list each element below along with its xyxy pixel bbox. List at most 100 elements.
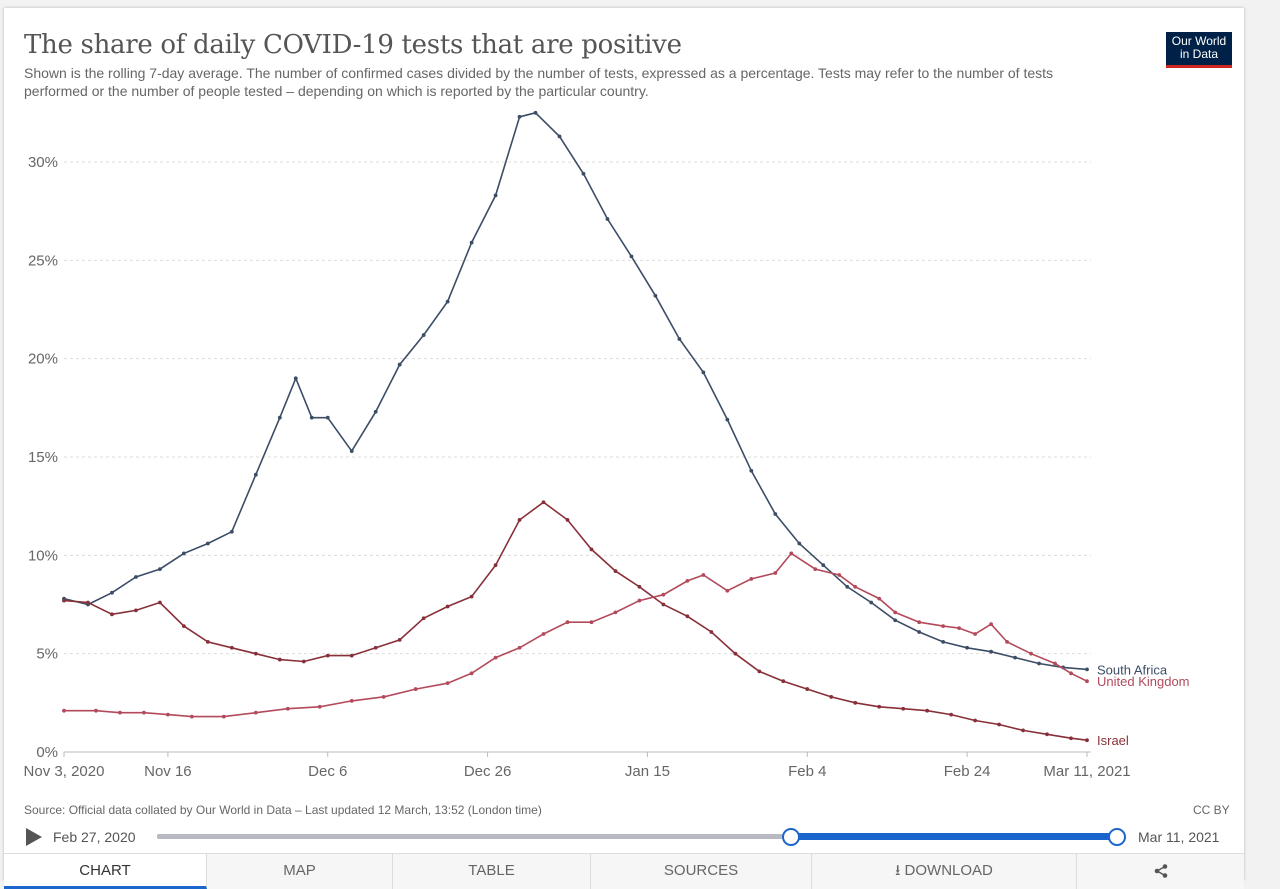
chart-subtitle: Shown is the rolling 7-day average. The …	[24, 65, 1054, 99]
data-point	[221, 714, 226, 719]
data-point	[893, 618, 898, 623]
data-point	[685, 579, 690, 583]
data-point	[110, 590, 114, 595]
data-point	[253, 651, 258, 656]
tab-table[interactable]: TABLE	[393, 854, 591, 889]
data-point	[349, 449, 354, 453]
data-point	[733, 651, 738, 656]
data-point	[917, 620, 922, 625]
data-point	[821, 563, 826, 568]
data-point	[637, 584, 642, 589]
data-point	[789, 551, 794, 556]
data-point	[517, 114, 522, 119]
data-point	[293, 376, 298, 381]
data-point	[397, 362, 402, 367]
y-tick-label: 15%	[28, 449, 58, 466]
data-point	[877, 596, 882, 601]
data-point	[853, 700, 858, 705]
data-point	[1085, 738, 1089, 743]
data-point	[317, 704, 322, 709]
timeline-track[interactable]	[157, 834, 1122, 839]
tab-bar: CHART MAP TABLE SOURCES ⭳ DOWNLOAD	[4, 853, 1244, 889]
x-tick-label: Dec 6	[308, 763, 347, 780]
timeline-end-handle[interactable]	[1108, 828, 1126, 846]
source-note: Source: Official data collated by Our Wo…	[24, 803, 542, 817]
tab-sources[interactable]: SOURCES	[591, 854, 812, 889]
tab-map[interactable]: MAP	[207, 854, 393, 889]
timeline-selected-range[interactable]	[794, 833, 1122, 840]
data-point	[110, 612, 114, 617]
data-point	[253, 472, 258, 477]
data-point	[589, 620, 594, 625]
data-point	[493, 193, 498, 198]
data-point	[845, 584, 850, 589]
data-point	[653, 293, 658, 298]
y-tick-label: 25%	[28, 252, 58, 269]
data-point	[1085, 667, 1089, 672]
data-point	[277, 657, 282, 662]
data-point	[805, 687, 810, 691]
data-point	[773, 571, 778, 575]
play-icon[interactable]	[26, 828, 42, 846]
x-tick-label: Feb 4	[788, 763, 826, 780]
tab-share[interactable]	[1077, 854, 1244, 889]
data-point	[165, 712, 170, 717]
data-point	[949, 712, 954, 717]
data-point	[301, 659, 306, 664]
x-tick-label: Jan 15	[625, 763, 670, 780]
data-point	[445, 299, 450, 304]
chart-title: The share of daily COVID-19 tests that a…	[24, 30, 682, 60]
series-line-israel	[63, 501, 1088, 741]
data-point	[309, 415, 314, 420]
line-chart: 0% 5% 10% 15% 20% 25% 30% Nov 3, 2020 Nov 16 Dec …	[24, 110, 1190, 780]
data-point	[421, 333, 426, 337]
series-line-south-africa	[63, 111, 1088, 671]
series-label: Israel	[1097, 733, 1129, 748]
timeline-start-handle[interactable]	[782, 828, 800, 846]
data-point	[94, 708, 98, 713]
data-point	[158, 567, 162, 571]
timeline-start-label: Feb 27, 2020	[53, 829, 136, 845]
data-point	[773, 512, 778, 516]
data-point	[158, 600, 162, 605]
license-link[interactable]: CC BY	[1193, 803, 1230, 817]
y-tick-label: 0%	[36, 744, 58, 761]
data-point	[829, 695, 834, 699]
data-point	[813, 567, 818, 571]
data-point	[142, 710, 146, 715]
data-point	[181, 551, 186, 556]
data-point	[709, 630, 714, 634]
data-point	[86, 600, 90, 605]
x-tick-label: Nov 16	[144, 763, 192, 780]
series-label: South Africa	[1097, 662, 1168, 677]
data-point	[421, 616, 426, 621]
data-point	[1005, 639, 1009, 644]
data-point	[541, 632, 546, 636]
y-tick-label: 30%	[28, 154, 58, 171]
data-point	[325, 653, 330, 658]
data-point	[1013, 655, 1017, 660]
data-point	[725, 417, 730, 422]
data-point	[757, 669, 762, 674]
data-point	[118, 710, 122, 715]
data-point	[205, 639, 210, 644]
owid-logo[interactable]: Our World in Data	[1166, 32, 1232, 68]
data-point	[469, 671, 474, 676]
y-tick-label: 20%	[28, 351, 58, 368]
data-point	[749, 577, 754, 581]
data-point	[533, 110, 538, 115]
data-point	[661, 592, 666, 597]
data-point	[957, 626, 962, 630]
data-point	[1037, 661, 1041, 666]
tab-download[interactable]: ⭳ DOWNLOAD	[812, 854, 1077, 889]
y-tick-label: 10%	[28, 547, 58, 564]
data-point	[749, 468, 754, 473]
data-point	[189, 714, 194, 719]
data-point	[853, 584, 858, 589]
series-line-united-kingdom	[64, 552, 1088, 718]
data-point	[381, 695, 386, 699]
data-point	[613, 610, 618, 615]
data-point	[989, 649, 993, 654]
data-point	[677, 337, 682, 341]
download-icon: ⭳	[895, 862, 901, 879]
